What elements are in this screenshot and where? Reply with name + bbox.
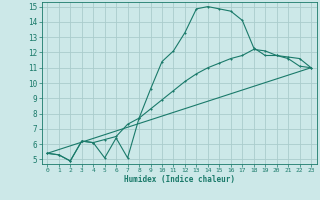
X-axis label: Humidex (Indice chaleur): Humidex (Indice chaleur)	[124, 175, 235, 184]
